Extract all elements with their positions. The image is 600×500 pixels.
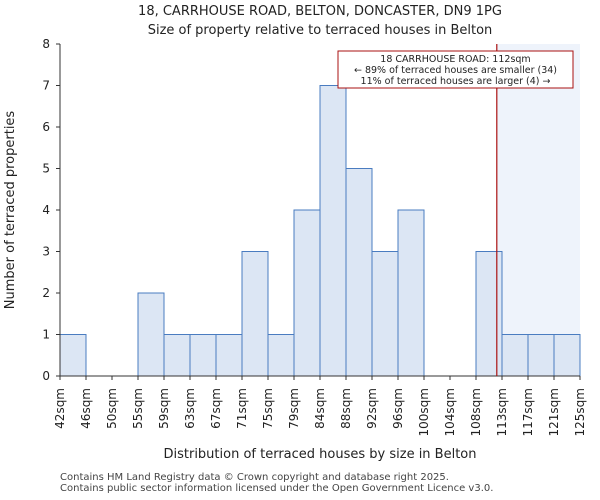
attribution-footer: Contains HM Land Registry data © Crown c…	[60, 472, 493, 494]
histogram-bar-55sqm	[137, 292, 165, 377]
y-tick-label-3: 3	[42, 245, 50, 259]
histogram-bar-71sqm	[241, 251, 269, 377]
annotation-line-3: 11% of terraced houses are larger (4) →	[361, 76, 551, 87]
histogram-bar-67sqm	[215, 334, 243, 377]
x-tick-label-88sqm: 88sqm	[339, 388, 353, 429]
annotation-line-2: ← 89% of terraced houses are smaller (34…	[354, 65, 557, 76]
x-tick-label-121sqm: 121sqm	[547, 388, 561, 436]
larger-properties-region	[496, 44, 580, 376]
histogram-bar-84sqm	[319, 85, 347, 377]
y-tick-label-6: 6	[42, 120, 50, 134]
x-tick-label-100sqm: 100sqm	[417, 388, 431, 436]
footer-line-licence: Contains public sector information licen…	[60, 483, 494, 494]
y-axis-label: Number of terraced properties	[3, 111, 18, 310]
x-tick-label-84sqm: 84sqm	[313, 388, 327, 429]
x-tick-label-79sqm: 79sqm	[287, 388, 301, 429]
y-tick-label-5: 5	[42, 162, 50, 176]
x-tick-label-113sqm: 113sqm	[495, 388, 509, 436]
annotation-line-1: 18 CARRHOUSE ROAD: 112sqm	[380, 54, 530, 65]
x-axis-label: Distribution of terraced houses by size …	[163, 447, 476, 462]
x-tick-label-96sqm: 96sqm	[391, 388, 405, 429]
histogram-bar-96sqm	[397, 209, 425, 377]
y-tick-label-7: 7	[42, 79, 50, 93]
histogram-chart: 0 1 2 3 4 5 6 7 8 42sqm 46sqm 50sqm 55sqm 59sqm 63sqm 6…	[3, 37, 587, 462]
histogram-bar-79sqm	[293, 209, 321, 377]
histogram-bar-75sqm	[267, 334, 295, 377]
histogram-bar-42sqm	[59, 334, 87, 377]
x-tick-label-55sqm: 55sqm	[131, 388, 145, 429]
x-tick-label-42sqm: 42sqm	[53, 388, 67, 429]
y-tick-label-0: 0	[42, 369, 50, 383]
y-tick-label-8: 8	[42, 37, 50, 51]
chart-title-address: 18, CARRHOUSE ROAD, BELTON, DONCASTER, D…	[138, 4, 502, 19]
x-tick-label-50sqm: 50sqm	[105, 388, 119, 429]
histogram-bar-92sqm	[371, 251, 399, 377]
x-tick-label-46sqm: 46sqm	[79, 388, 93, 429]
x-tick-label-108sqm: 108sqm	[469, 388, 483, 436]
footer-line-land-registry: Contains HM Land Registry data © Crown c…	[60, 472, 449, 483]
x-tick-label-92sqm: 92sqm	[365, 388, 379, 429]
histogram-bar-117sqm	[527, 334, 555, 377]
y-tick-label-2: 2	[42, 286, 50, 300]
chart-subtitle: Size of property relative to terraced ho…	[147, 23, 493, 38]
x-tick-label-59sqm: 59sqm	[157, 388, 171, 429]
y-tick-label-1: 1	[42, 328, 50, 342]
x-tick-label-117sqm: 117sqm	[521, 388, 535, 436]
histogram-bar-88sqm	[345, 168, 373, 377]
x-tick-label-67sqm: 67sqm	[209, 388, 223, 429]
annotation-box	[337, 50, 574, 89]
x-tick-label-75sqm: 75sqm	[261, 388, 275, 429]
x-tick-label-125sqm: 125sqm	[573, 388, 587, 436]
x-tick-label-104sqm: 104sqm	[443, 388, 457, 436]
chart-title-block: 18, CARRHOUSE ROAD, BELTON, DONCASTER, D…	[0, 2, 600, 40]
histogram-bar-121sqm	[553, 334, 581, 377]
histogram-bar-108sqm	[475, 251, 503, 377]
y-tick-label-4: 4	[42, 203, 50, 217]
x-tick-label-71sqm: 71sqm	[235, 388, 249, 429]
histogram-bar-113sqm	[501, 334, 529, 377]
histogram-bar-59sqm	[163, 334, 191, 377]
x-tick-label-63sqm: 63sqm	[183, 388, 197, 429]
histogram-bar-63sqm	[189, 334, 217, 377]
